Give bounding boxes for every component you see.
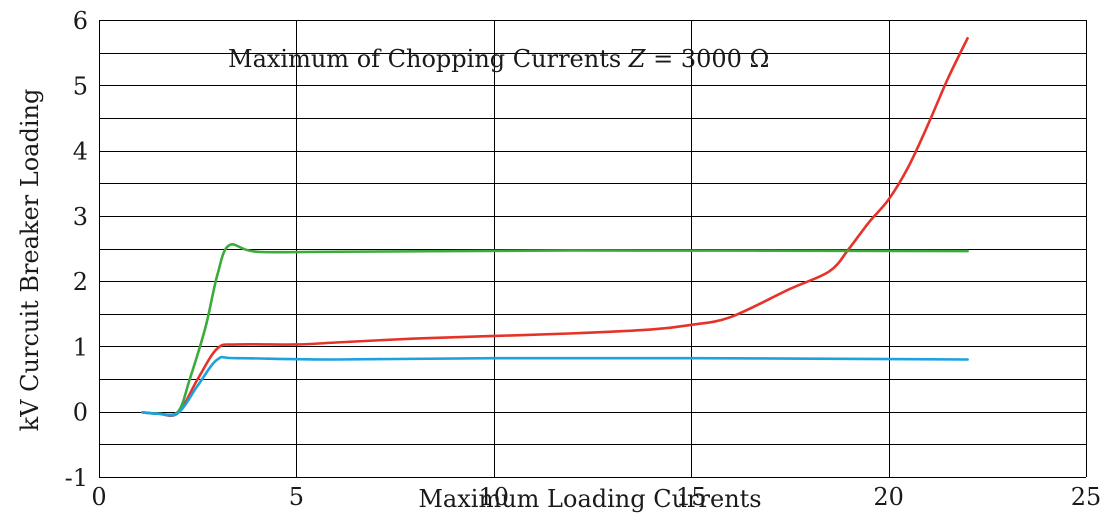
- y-tick-label: -1: [65, 464, 88, 492]
- chart-title: Maximum of Chopping Currents Z = 3000 Ω: [228, 45, 769, 73]
- horizontal-gridlines: [99, 20, 1086, 478]
- series-line-2: [141, 243, 969, 417]
- x-tick-label: 10: [479, 483, 510, 511]
- y-tick-label: 5: [73, 72, 88, 100]
- chart-title-suffix: = 3000 Ω: [645, 45, 769, 73]
- x-tick-label: 0: [91, 483, 106, 511]
- y-tick-label: 4: [73, 138, 88, 166]
- vertical-gridlines: [99, 20, 1087, 477]
- y-tick-label: 1: [73, 333, 88, 361]
- x-tick-label: 15: [676, 483, 707, 511]
- y-tick-labels: -1 0 1 2 3 4 5 6: [65, 7, 88, 492]
- chart-title-variable: Z: [628, 45, 647, 73]
- x-tick-label: 25: [1071, 483, 1102, 511]
- y-tick-label: 6: [73, 7, 88, 35]
- series-line-3: [141, 355, 969, 417]
- x-tick-label: 20: [873, 483, 904, 511]
- y-axis-title: kV Curcuit Breaker Loading: [16, 89, 44, 432]
- x-axis-title: Maximum Loading Currents: [418, 485, 761, 513]
- y-tick-label: 0: [73, 399, 88, 427]
- y-tick-label: 2: [73, 268, 88, 296]
- x-tick-labels: 0 5 10 15 20 25: [91, 483, 1101, 511]
- x-tick-label: 5: [289, 483, 304, 511]
- y-tick-label: 3: [73, 203, 88, 231]
- series-line-1: [141, 36, 969, 418]
- chart-title-prefix: Maximum of Chopping Currents: [228, 45, 629, 73]
- series-layer: [141, 36, 969, 418]
